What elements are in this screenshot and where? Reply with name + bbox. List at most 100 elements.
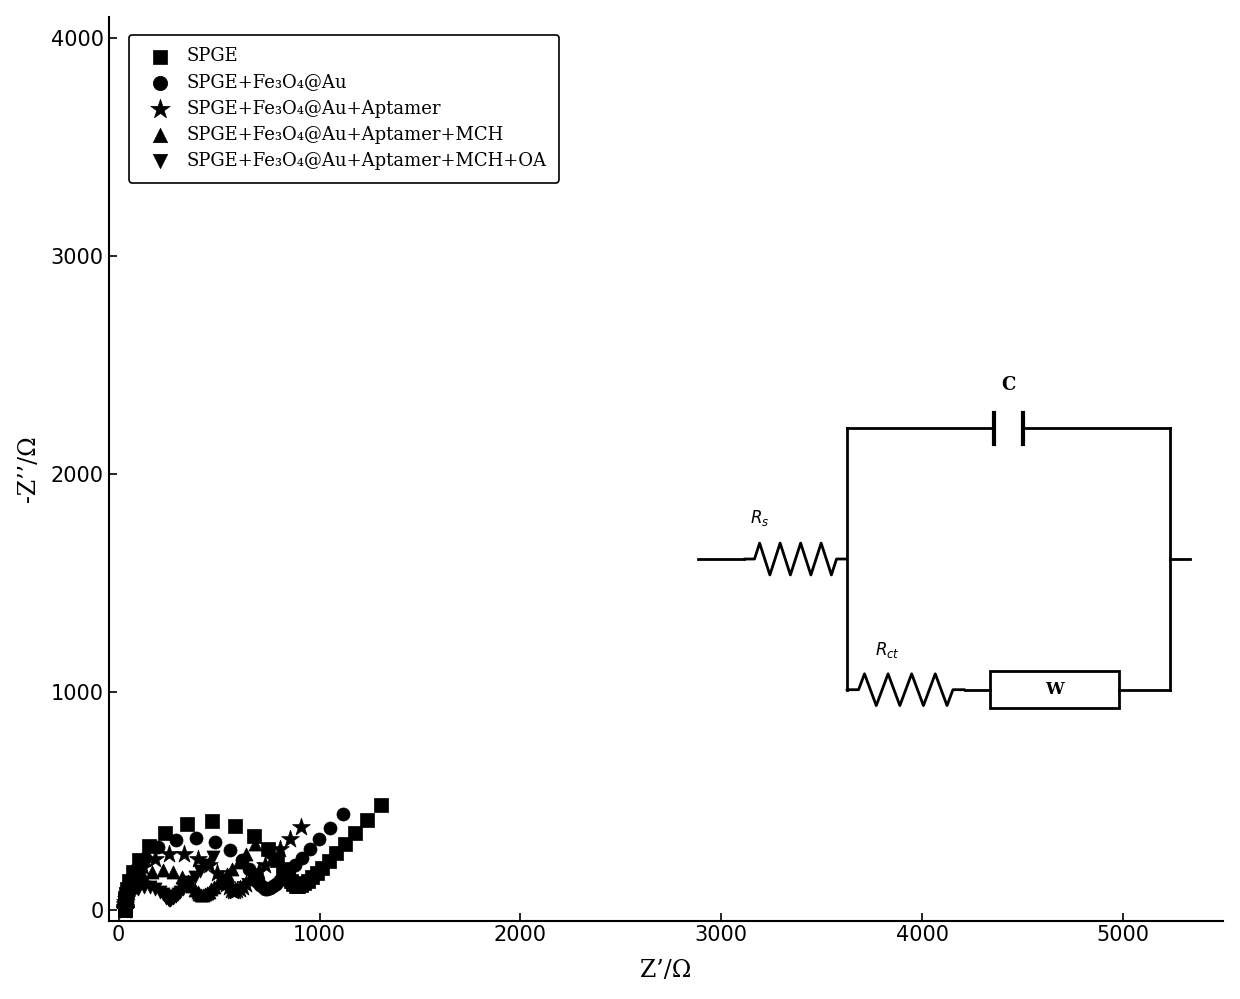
SPGE+Fe₃O₄@Au (270, 872, 290, 888)
SPGE+Fe₃O₄@Au+Aptamer+MCH+OA (169, 886, 188, 902)
SPGE+Fe₃O₄@Au (310, 831, 330, 847)
SPGE+Fe₃O₄@Au+Aptamer (115, 900, 135, 916)
SPGE+Fe₃O₄@Au+Aptamer+MCH (115, 902, 135, 918)
SPGE (115, 896, 135, 912)
SPGE+Fe₃O₄@Au (232, 851, 252, 867)
SPGE (319, 853, 339, 869)
SPGE (268, 852, 288, 868)
SPGE+Fe₃O₄@Au+Aptamer+MCH+OA (115, 901, 135, 917)
SPGE+Fe₃O₄@Au (115, 900, 135, 916)
SPGE (278, 868, 298, 884)
SPGE+Fe₃O₄@Au+Aptamer+MCH+OA (118, 890, 138, 906)
SPGE (123, 864, 143, 880)
SPGE (298, 873, 317, 889)
SPGE+Fe₃O₄@Au+Aptamer (226, 883, 246, 899)
SPGE+Fe₃O₄@Au+Aptamer+MCH+OA (155, 888, 175, 904)
SPGE+Fe₃O₄@Au+Aptamer+MCH (212, 871, 232, 887)
SPGE+Fe₃O₄@Au+Aptamer+MCH+OA (150, 884, 170, 900)
SPGE (140, 838, 160, 854)
SPGE+Fe₃O₄@Au+Aptamer (122, 875, 141, 891)
SPGE (115, 890, 135, 906)
SPGE+Fe₃O₄@Au+Aptamer (255, 857, 275, 873)
SPGE (274, 861, 294, 877)
SPGE+Fe₃O₄@Au+Aptamer (115, 901, 135, 917)
SPGE+Fe₃O₄@Au+Aptamer+MCH+OA (166, 888, 186, 904)
SPGE+Fe₃O₄@Au+Aptamer (244, 868, 264, 884)
SPGE+Fe₃O₄@Au+Aptamer+MCH (187, 884, 207, 900)
SPGE+Fe₃O₄@Au+Aptamer+MCH+OA (115, 901, 135, 917)
SPGE+Fe₃O₄@Au+Aptamer+MCH (115, 901, 135, 917)
SPGE+Fe₃O₄@Au+Aptamer+MCH+OA (115, 901, 135, 917)
SPGE+Fe₃O₄@Au+Aptamer+MCH+OA (180, 873, 200, 889)
SPGE+Fe₃O₄@Au (279, 863, 299, 879)
SPGE (115, 901, 135, 917)
SPGE+Fe₃O₄@Au (115, 898, 135, 914)
SPGE+Fe₃O₄@Au+Aptamer (270, 841, 290, 857)
SPGE (129, 852, 149, 868)
SPGE (115, 901, 135, 917)
SPGE+Fe₃O₄@Au (115, 901, 135, 917)
SPGE+Fe₃O₄@Au+Aptamer+MCH+OA (115, 899, 135, 915)
SPGE+Fe₃O₄@Au (122, 870, 141, 886)
SPGE+Fe₃O₄@Au (115, 895, 135, 911)
SPGE+Fe₃O₄@Au (115, 901, 135, 917)
SPGE (306, 865, 326, 881)
SPGE+Fe₃O₄@Au+Aptamer+MCH+OA (115, 898, 135, 914)
SPGE (115, 901, 135, 917)
SPGE+Fe₃O₄@Au+Aptamer (280, 831, 300, 847)
SPGE+Fe₃O₄@Au (239, 860, 259, 876)
SPGE+Fe₃O₄@Au+Aptamer+MCH (193, 887, 213, 903)
SPGE+Fe₃O₄@Au (115, 901, 135, 917)
SPGE+Fe₃O₄@Au+Aptamer (115, 901, 135, 917)
SPGE+Fe₃O₄@Au+Aptamer+MCH (143, 863, 162, 879)
SPGE+Fe₃O₄@Au (258, 881, 278, 897)
SPGE+Fe₃O₄@Au+Aptamer+MCH (115, 900, 135, 916)
SPGE+Fe₃O₄@Au+Aptamer+MCH+OA (156, 890, 176, 906)
SPGE+Fe₃O₄@Au (274, 868, 294, 884)
SPGE+Fe₃O₄@Au+Aptamer+MCH (118, 885, 138, 901)
SPGE+Fe₃O₄@Au+Aptamer (145, 851, 165, 867)
SPGE+Fe₃O₄@Au+Aptamer+MCH (115, 901, 135, 917)
SPGE+Fe₃O₄@Au+Aptamer+MCH (133, 868, 153, 884)
SPGE+Fe₃O₄@Au (166, 831, 186, 847)
SPGE+Fe₃O₄@Au+Aptamer (125, 867, 145, 883)
SPGE+Fe₃O₄@Au+Aptamer+MCH (246, 836, 265, 852)
SPGE+Fe₃O₄@Au (186, 829, 206, 845)
SPGE+Fe₃O₄@Au+Aptamer+MCH (202, 881, 222, 897)
SPGE+Fe₃O₄@Au+Aptamer+MCH (115, 901, 135, 917)
SPGE+Fe₃O₄@Au+Aptamer (218, 879, 238, 895)
SPGE+Fe₃O₄@Au+Aptamer+MCH (198, 884, 218, 900)
SPGE+Fe₃O₄@Au (115, 901, 135, 917)
SPGE+Fe₃O₄@Au+Aptamer (212, 871, 232, 887)
SPGE+Fe₃O₄@Au+Aptamer+MCH (186, 881, 206, 897)
SPGE (280, 873, 300, 889)
SPGE+Fe₃O₄@Au+Aptamer (115, 901, 135, 917)
SPGE+Fe₃O₄@Au (115, 892, 135, 908)
SPGE+Fe₃O₄@Au+Aptamer+MCH+OA (174, 881, 193, 897)
SPGE+Fe₃O₄@Au+Aptamer+MCH (115, 901, 135, 917)
SPGE (115, 899, 135, 915)
SPGE+Fe₃O₄@Au+Aptamer+MCH+OA (145, 881, 165, 897)
SPGE+Fe₃O₄@Au (148, 839, 167, 855)
SPGE (177, 816, 197, 832)
SPGE+Fe₃O₄@Au (115, 889, 135, 905)
SPGE+Fe₃O₄@Au+Aptamer (231, 881, 250, 897)
SPGE (115, 900, 135, 916)
SPGE+Fe₃O₄@Au+Aptamer (223, 883, 243, 899)
SPGE+Fe₃O₄@Au+Aptamer+MCH+OA (196, 857, 216, 873)
SPGE+Fe₃O₄@Au+Aptamer+MCH (164, 864, 184, 880)
SPGE (117, 886, 136, 902)
SPGE (371, 797, 391, 813)
SPGE+Fe₃O₄@Au+Aptamer+MCH (117, 889, 136, 905)
SPGE+Fe₃O₄@Au+Aptamer+MCH+OA (157, 891, 177, 907)
SPGE+Fe₃O₄@Au (115, 899, 135, 915)
SPGE (115, 901, 135, 917)
SPGE (226, 818, 246, 834)
SPGE+Fe₃O₄@Au+Aptamer+MCH (115, 902, 135, 918)
SPGE+Fe₃O₄@Au+Aptamer+MCH+OA (160, 892, 180, 908)
SPGE+Fe₃O₄@Au (253, 879, 273, 895)
SPGE+Fe₃O₄@Au (205, 833, 224, 849)
SPGE+Fe₃O₄@Au+Aptamer+MCH (182, 878, 202, 894)
SPGE+Fe₃O₄@Au+Aptamer+MCH+OA (162, 890, 182, 906)
SPGE+Fe₃O₄@Au+Aptamer+MCH (191, 887, 211, 903)
